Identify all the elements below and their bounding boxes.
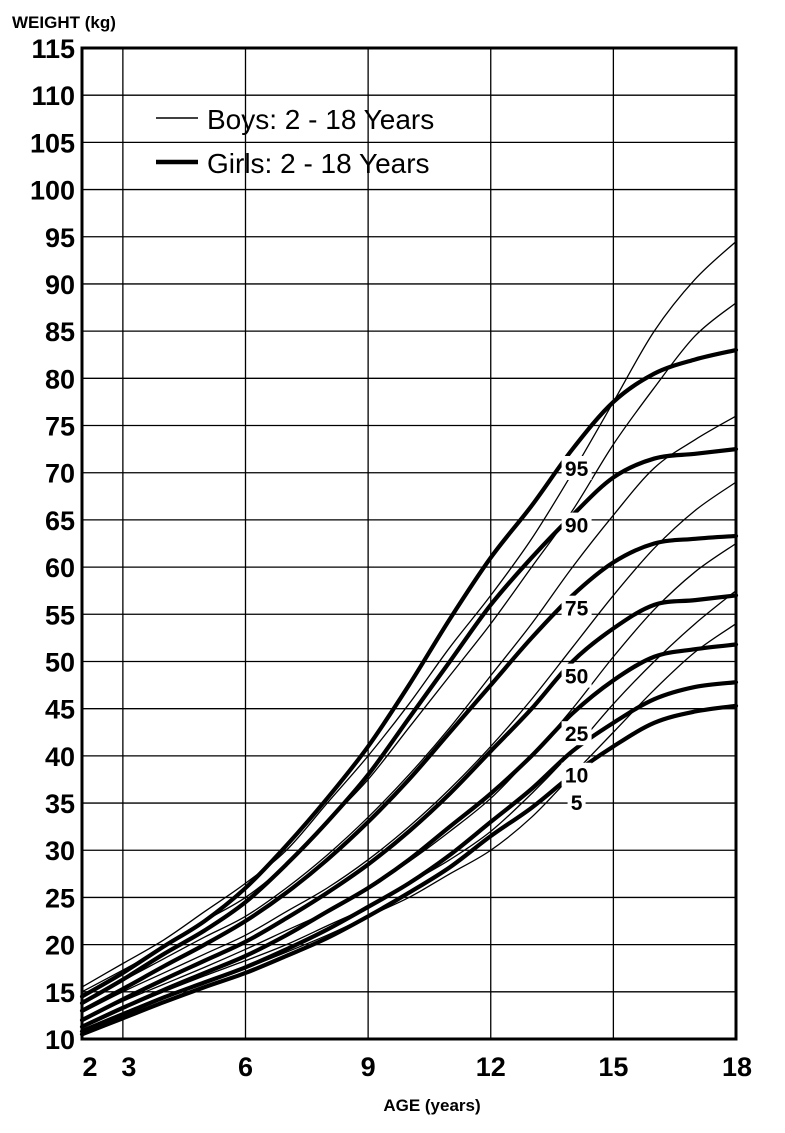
y-tick-label: 105 [30, 128, 75, 158]
y-tick-label: 50 [45, 647, 75, 677]
y-tick-label: 70 [45, 459, 75, 489]
percentile-label: 10 [565, 765, 588, 788]
y-axis-title: WEIGHT (kg) [12, 13, 116, 32]
percentile-label: 75 [565, 598, 589, 621]
y-tick-label: 45 [45, 695, 75, 725]
legend-label-boys: Boys: 2 - 18 Years [207, 104, 434, 135]
percentile-label-bg [561, 721, 592, 746]
y-tick-label: 35 [45, 789, 75, 819]
y-tick-label: 115 [31, 34, 75, 64]
percentile-curves [79, 240, 739, 1037]
x-tick-label: 12 [476, 1052, 506, 1082]
percentile-label-bg [561, 512, 592, 537]
y-tick-labels: 10 15 20 25 30 35 40 45 50 55 60 65 70 75 80 85 90 95 100 1… [30, 34, 75, 1055]
percentile-label: 25 [565, 723, 589, 746]
x-tick-label: 6 [238, 1052, 253, 1082]
plot-frame [80, 46, 738, 1041]
y-tick-label: 75 [45, 412, 75, 442]
girls-curve-25th [79, 642, 739, 1029]
girls-curve-5th [79, 703, 739, 1037]
boys-curve-50th [81, 481, 737, 1014]
y-tick-label: 30 [45, 836, 75, 866]
percentile-label-bg [561, 762, 592, 787]
percentile-labels: 95 90 75 50 25 10 5 [561, 455, 592, 815]
percentile-label-bg [561, 455, 592, 480]
percentile-label-bg [561, 595, 592, 620]
percentile-label-bg [561, 663, 592, 688]
x-axis-title: AGE (years) [383, 1096, 480, 1115]
girls-curve-90th [79, 447, 739, 1006]
y-tick-label: 40 [45, 742, 75, 772]
y-tick-label: 100 [30, 176, 75, 206]
girls-curve-10th [79, 680, 739, 1034]
y-tick-label: 15 [45, 978, 75, 1008]
y-tick-label: 10 [45, 1025, 75, 1055]
x-tick-labels: 2 3 6 9 12 15 18 [82, 1052, 752, 1082]
percentile-label-bg [567, 790, 586, 815]
y-tick-label: 60 [45, 553, 75, 583]
percentile-label: 95 [565, 458, 589, 481]
boys-curve-10th [81, 590, 737, 1027]
percentile-label: 90 [565, 515, 588, 538]
y-tick-label: 90 [45, 270, 75, 300]
y-tick-label: 110 [31, 81, 75, 111]
legend: Boys: 2 - 18 Years Girls: 2 - 18 Years [156, 104, 434, 179]
boys-curve-95th [81, 240, 737, 988]
y-tick-label: 95 [45, 223, 75, 253]
girls-curve-75th [79, 533, 739, 1013]
x-tick-label: 18 [722, 1052, 752, 1082]
y-tick-label: 85 [45, 317, 75, 347]
legend-label-girls: Girls: 2 - 18 Years [207, 148, 430, 179]
boys-curve-90th [81, 302, 737, 993]
x-tick-label: 15 [598, 1052, 628, 1082]
percentile-label: 50 [565, 666, 588, 689]
boys-curve-75th [81, 415, 737, 1002]
x-tick-label: 9 [361, 1052, 376, 1082]
y-tick-label: 80 [45, 364, 75, 394]
percentile-label: 5 [571, 792, 583, 815]
x-tick-label: 3 [121, 1052, 136, 1082]
y-tick-label: 25 [45, 883, 75, 913]
y-tick-label: 55 [45, 600, 75, 630]
y-tick-label: 65 [45, 506, 75, 536]
y-tick-label: 20 [45, 931, 75, 961]
girls-curve-50th [79, 593, 739, 1023]
x-tick-label: 2 [82, 1052, 97, 1082]
girls-curve-95th [79, 347, 739, 999]
